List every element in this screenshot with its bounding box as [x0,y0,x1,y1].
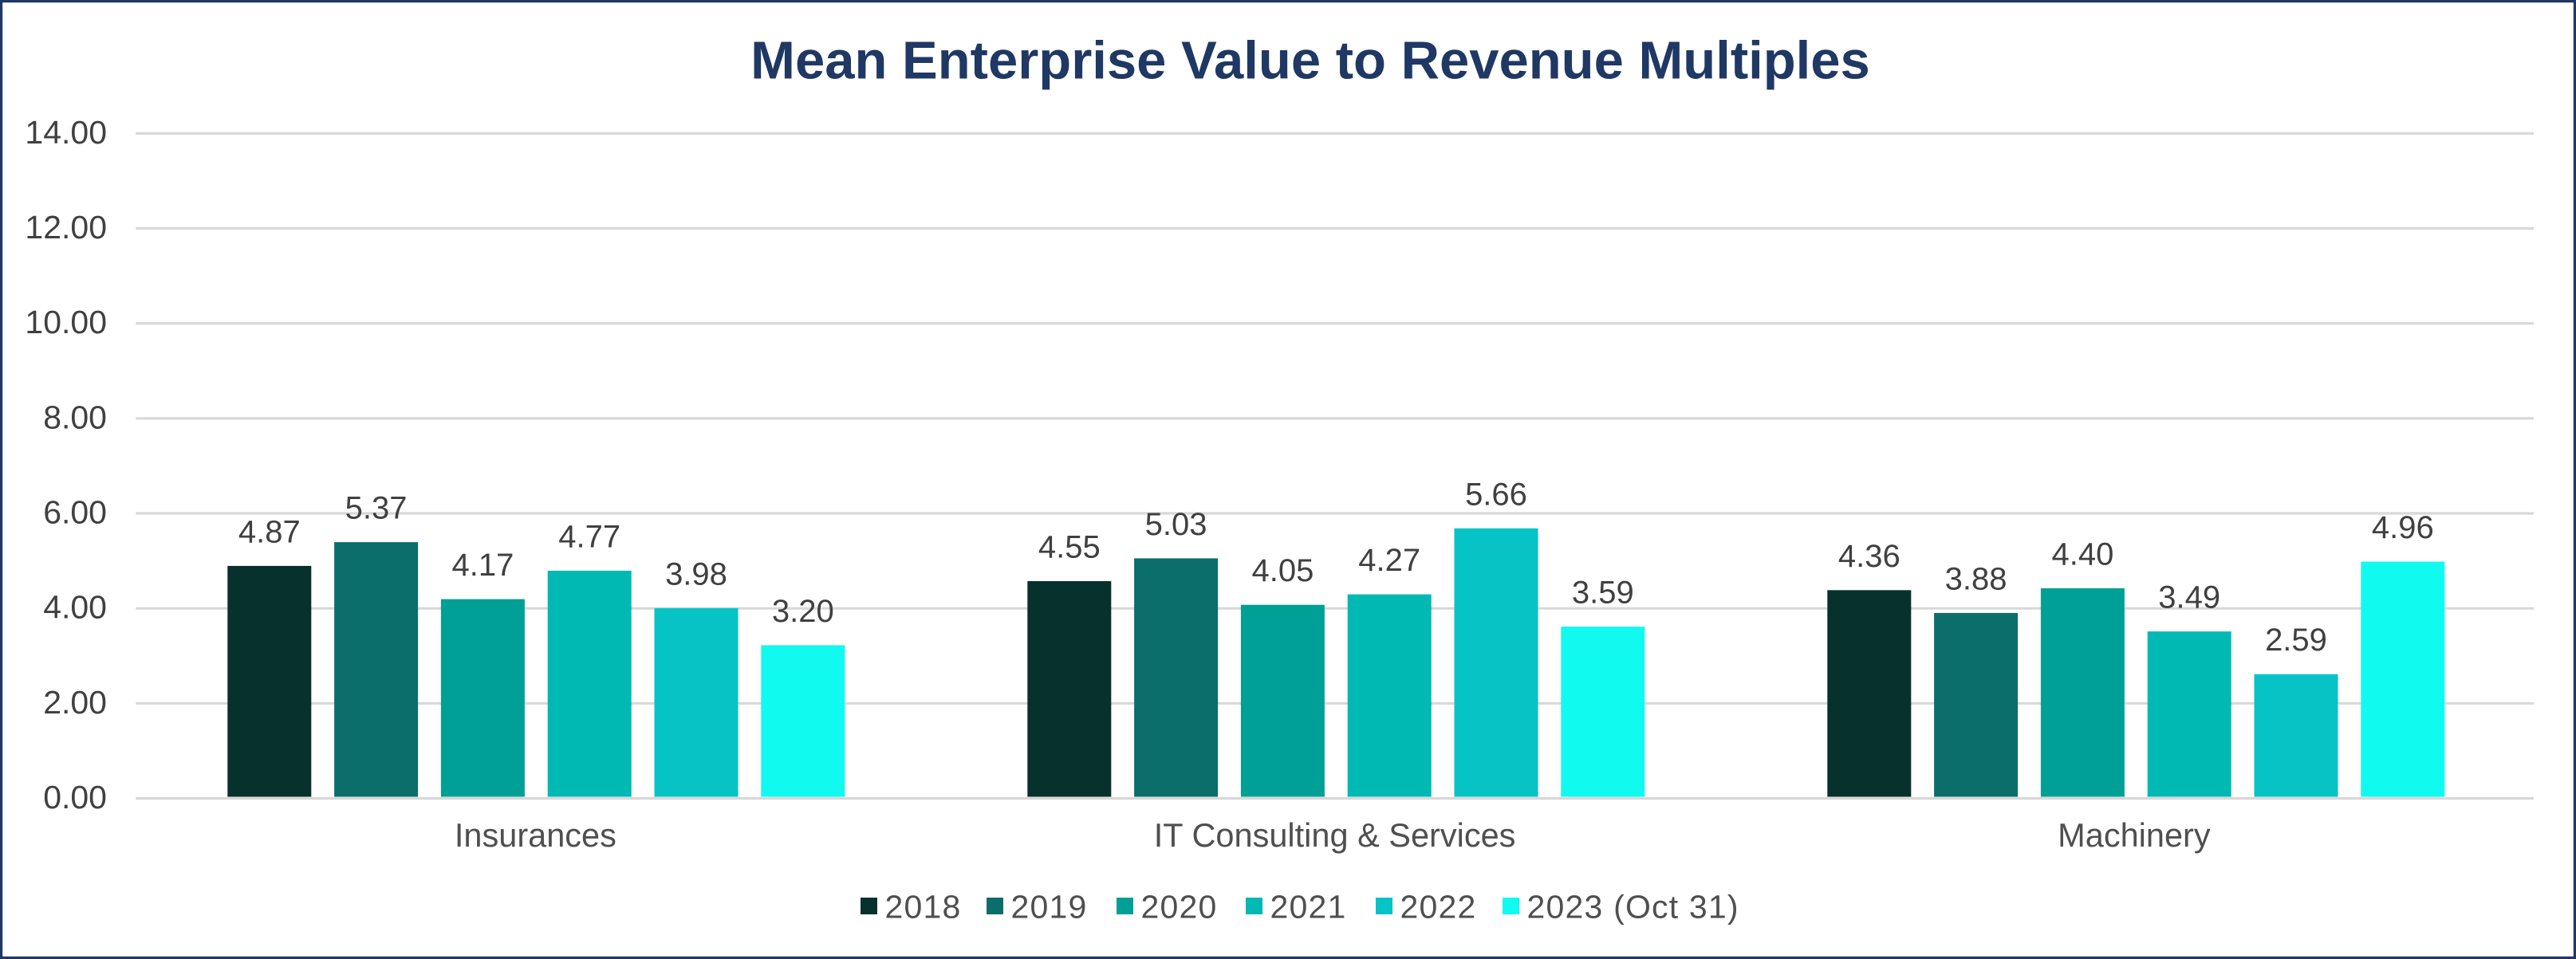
svg-text:6.00: 6.00 [43,494,107,531]
svg-text:Mean Enterprise Value to Reven: Mean Enterprise Value to Revenue Multipl… [750,31,1870,91]
svg-text:4.05: 4.05 [1251,553,1314,588]
svg-text:4.40: 4.40 [2051,536,2113,572]
svg-text:4.55: 4.55 [1038,530,1101,565]
svg-text:Machinery: Machinery [2058,816,2211,854]
svg-text:4.27: 4.27 [1358,543,1420,578]
svg-text:2.59: 2.59 [2265,623,2327,658]
svg-text:2022: 2022 [1400,889,1477,926]
svg-text:4.77: 4.77 [558,519,620,554]
svg-text:14.00: 14.00 [25,114,107,151]
svg-text:4.36: 4.36 [1838,539,1900,574]
svg-text:4.00: 4.00 [43,589,107,626]
svg-text:8.00: 8.00 [43,399,107,435]
svg-text:3.20: 3.20 [772,594,834,629]
svg-text:4.87: 4.87 [238,514,301,549]
svg-text:3.98: 3.98 [665,556,727,592]
svg-text:3.49: 3.49 [2158,580,2220,615]
svg-text:12.00: 12.00 [25,209,107,246]
svg-text:2.00: 2.00 [43,684,107,721]
svg-text:2023 (Oct 31): 2023 (Oct 31) [1527,889,1739,926]
svg-text:5.03: 5.03 [1145,507,1207,542]
svg-text:3.59: 3.59 [1572,576,1634,611]
svg-text:Insurances: Insurances [455,816,616,854]
svg-text:3.88: 3.88 [1945,561,2007,596]
svg-text:4.96: 4.96 [2372,510,2434,545]
svg-text:IT Consulting & Services: IT Consulting & Services [1154,816,1516,854]
svg-text:5.66: 5.66 [1465,477,1527,512]
svg-text:0.00: 0.00 [43,779,107,816]
svg-text:10.00: 10.00 [25,304,107,340]
svg-text:2020: 2020 [1141,889,1218,926]
svg-text:5.37: 5.37 [345,491,408,526]
svg-text:2018: 2018 [885,889,962,926]
svg-text:4.17: 4.17 [451,548,514,583]
svg-text:2021: 2021 [1270,889,1347,926]
svg-text:2019: 2019 [1011,889,1088,926]
